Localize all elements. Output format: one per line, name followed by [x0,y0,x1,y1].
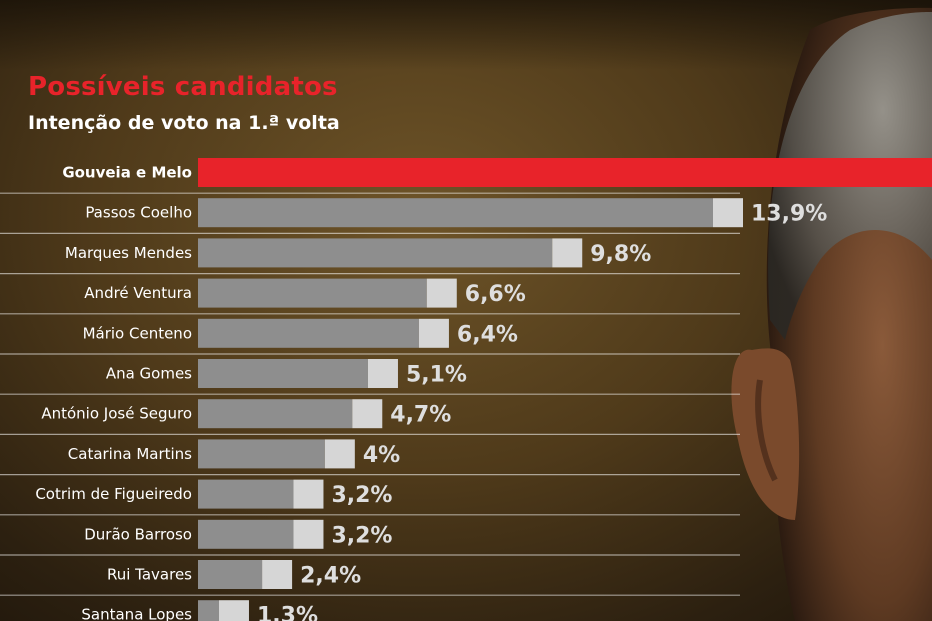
chart-subtitle: Intenção de voto na 1.ª volta [28,112,340,134]
category-label-santana-lopes: Santana Lopes [81,606,192,621]
bar-catarina-martins [198,439,325,469]
bar-santana-lopes [198,600,219,621]
category-label-gouveia-e-melo: Gouveia e Melo [62,164,192,182]
bar-cap-durao-barroso [293,519,324,549]
value-label-cotrim-de-figueiredo: 3,2% [331,483,392,508]
value-label-durao-barroso: 3,2% [331,523,392,548]
background-shade [0,0,932,70]
category-label-marques-mendes: Marques Mendes [65,244,192,262]
chart-title: Possíveis candidatos [28,72,338,102]
bar-cap-marques-mendes [552,238,583,268]
value-label-antonio-jose-seguro: 4,7% [390,403,451,428]
bar-cap-antonio-jose-seguro [352,399,383,429]
bar-ana-gomes [198,359,368,388]
value-label-rui-tavares: 2,4% [300,564,361,589]
category-label-ana-gomes: Ana Gomes [106,365,192,383]
bar-cap-cotrim-de-figueiredo [293,479,324,509]
value-label-andre-ventura: 6,6% [465,282,526,307]
value-label-passos-coelho: 13,9% [751,202,827,227]
bar-cap-passos-coelho [713,198,743,228]
bar-cap-rui-tavares [262,560,293,589]
category-label-cotrim-de-figueiredo: Cotrim de Figueiredo [35,485,192,503]
bar-cap-mario-centeno [418,318,449,348]
bar-cotrim-de-figueiredo [198,479,294,509]
bar-cap-santana-lopes [218,600,249,621]
bar-cap-catarina-martins [324,439,355,469]
bar-cap-andre-ventura [426,278,457,308]
category-label-durao-barroso: Durão Barroso [84,525,192,543]
category-label-passos-coelho: Passos Coelho [85,204,192,222]
category-label-andre-ventura: André Ventura [84,284,192,302]
category-label-rui-tavares: Rui Tavares [107,566,192,584]
bar-antonio-jose-seguro [198,399,353,429]
value-label-marques-mendes: 9,8% [590,242,651,267]
category-label-antonio-jose-seguro: António José Seguro [41,405,192,423]
category-label-catarina-martins: Catarina Martins [68,445,192,463]
value-label-catarina-martins: 4% [363,443,400,468]
bar-cap-ana-gomes [367,359,398,388]
value-label-mario-centeno: 6,4% [457,322,518,347]
bar-marques-mendes [198,238,553,268]
bar-rui-tavares [198,560,263,589]
bar-mario-centeno [198,318,419,348]
bar-andre-ventura [198,278,427,308]
bar-passos-coelho [198,198,713,228]
bar-gouveia-e-melo [198,158,932,187]
category-label-mario-centeno: Mário Centeno [83,324,192,342]
bar-durao-barroso [198,519,294,549]
value-label-ana-gomes: 5,1% [406,363,467,388]
value-label-santana-lopes: 1,3% [257,604,318,621]
